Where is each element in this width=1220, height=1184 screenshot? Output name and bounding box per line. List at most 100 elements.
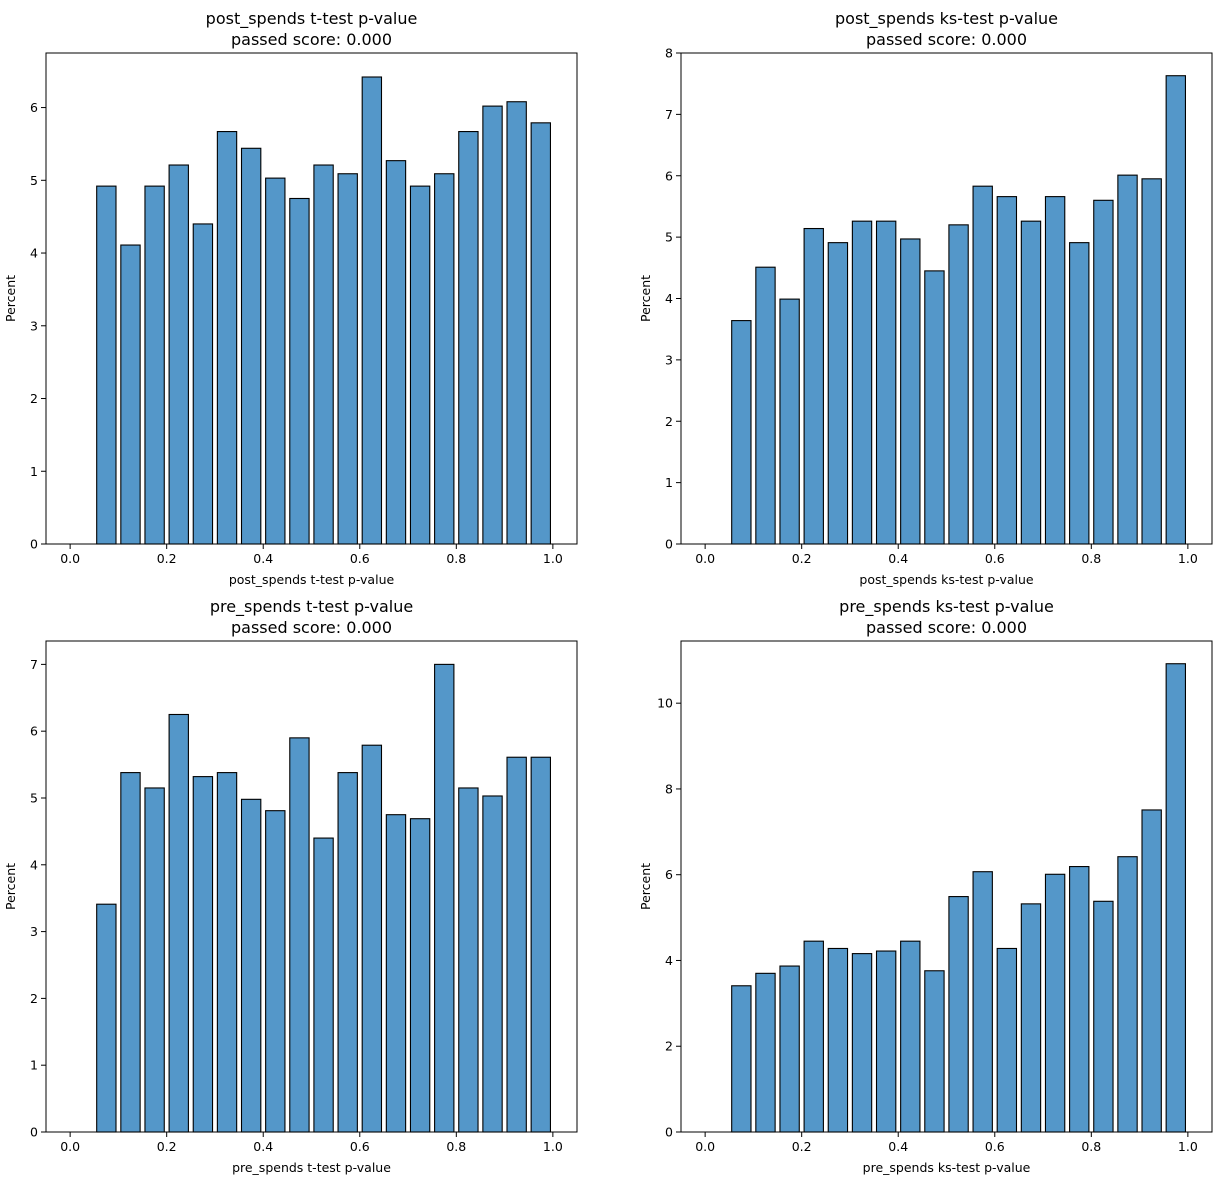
- y-tick-label: 7: [665, 107, 673, 122]
- bar: [851, 220, 873, 545]
- x-ticks: 0.0 0.2 0.4 0.6 0.8 1.0: [695, 544, 1198, 566]
- bar: [1117, 174, 1138, 545]
- x-tick-label: 0.2: [157, 1139, 177, 1154]
- chart-title: pre_spends t-test p-value: [210, 597, 413, 617]
- y-tick-label: 4: [30, 857, 38, 872]
- bar: [120, 244, 141, 545]
- x-tick-label: 0.6: [985, 551, 1005, 566]
- y-tick-label: 4: [665, 291, 673, 306]
- bar: [216, 131, 238, 545]
- x-tick-label: 0.0: [60, 1139, 80, 1154]
- y-axis-label: Percent: [638, 863, 653, 910]
- bar: [361, 76, 383, 545]
- x-tick-label: 0.0: [695, 551, 715, 566]
- bar: [924, 970, 945, 1133]
- x-ticks: 0.0 0.2 0.4 0.6 0.8 1.0: [60, 1132, 563, 1154]
- bar: [1165, 75, 1186, 545]
- x-axis-label: pre_spends ks-test p-value: [863, 1160, 1031, 1175]
- bar: [144, 185, 165, 545]
- x-tick-label: 0.8: [446, 551, 466, 566]
- bar: [337, 772, 358, 1133]
- y-ticks: 0 1 2 3 4 5 6: [30, 100, 46, 552]
- bar: [1044, 873, 1066, 1133]
- x-ticks: 0.0 0.2 0.4 0.6 0.8 1.0: [60, 544, 563, 566]
- bar: [875, 950, 897, 1133]
- bar: [996, 196, 1018, 545]
- bar: [289, 197, 310, 545]
- bar: [900, 940, 921, 1133]
- x-tick-label: 0.4: [888, 1139, 908, 1154]
- chart-title: pre_spends ks-test p-value: [839, 597, 1054, 617]
- x-tick-label: 1.0: [1178, 551, 1198, 566]
- bar: [803, 940, 824, 1133]
- y-tick-label: 8: [665, 46, 673, 61]
- bar: [96, 185, 117, 545]
- y-tick-label: 2: [665, 1039, 673, 1054]
- bar: [385, 814, 407, 1133]
- x-tick-label: 1.0: [1178, 1139, 1198, 1154]
- y-ticks: 0 2 4 6 8 10: [657, 696, 681, 1140]
- bar: [240, 147, 262, 545]
- bar: [755, 972, 776, 1133]
- bar: [361, 744, 383, 1133]
- bar: [731, 985, 752, 1133]
- bar: [313, 164, 334, 545]
- y-tick-label: 7: [30, 657, 38, 672]
- bar: [1044, 196, 1066, 545]
- y-tick-label: 3: [30, 318, 38, 333]
- bar: [409, 818, 431, 1133]
- axes-frame: [45, 640, 578, 1133]
- y-tick-label: 1: [30, 1058, 38, 1073]
- bar: [779, 298, 800, 545]
- y-tick-label: 6: [30, 100, 38, 115]
- bar: [948, 224, 969, 545]
- bar: [803, 227, 824, 545]
- bar: [948, 896, 969, 1133]
- chart-panel-3: 0.0 0.2 0.4 0.6 0.8 1.0 0 1 2 3 4 5 6 7 pre_spends t-t…: [3, 597, 578, 1175]
- bar: [506, 756, 527, 1133]
- x-tick-label: 0.0: [60, 551, 80, 566]
- y-tick-label: 1: [665, 475, 673, 490]
- y-tick-label: 2: [30, 391, 38, 406]
- bar: [972, 871, 993, 1133]
- bars: [96, 76, 552, 545]
- bar: [409, 185, 431, 545]
- chart-panel-2: 0.0 0.2 0.4 0.6 0.8 1.0 0 1 2 3 4 5 6 7 8 post_spends k…: [638, 9, 1213, 587]
- bar: [434, 663, 455, 1133]
- bar: [755, 266, 776, 545]
- bar: [1141, 178, 1162, 545]
- y-axis-label: Percent: [3, 275, 18, 322]
- bar: [120, 772, 141, 1133]
- chart-panel-1: 0.0 0.2 0.4 0.6 0.8 1.0 0 1 2 3 4 5 6 post_spends t-t…: [3, 9, 578, 587]
- bar: [289, 737, 310, 1133]
- y-tick-label: 1: [30, 464, 38, 479]
- bar: [1117, 856, 1138, 1133]
- bar: [779, 965, 800, 1133]
- chart-subtitle: passed score: 0.000: [231, 30, 392, 49]
- bars: [731, 663, 1186, 1133]
- bar: [827, 242, 849, 545]
- bar: [972, 185, 993, 545]
- y-tick-label: 6: [665, 867, 673, 882]
- y-tick-label: 0: [665, 1125, 673, 1140]
- x-tick-label: 0.2: [792, 551, 812, 566]
- bar: [265, 810, 286, 1133]
- y-tick-label: 2: [30, 991, 38, 1006]
- chart-subtitle: passed score: 0.000: [866, 618, 1027, 637]
- bar: [265, 177, 286, 545]
- bar: [506, 101, 527, 545]
- y-tick-label: 3: [30, 924, 38, 939]
- chart-panel-4: 0.0 0.2 0.4 0.6 0.8 1.0 0 2 4 6 8 10 pre_spends ks-t…: [638, 597, 1213, 1175]
- bar: [924, 270, 945, 545]
- bar: [216, 772, 238, 1133]
- axes-frame: [45, 52, 578, 545]
- bar: [313, 837, 334, 1133]
- bar: [168, 713, 189, 1133]
- x-tick-label: 0.8: [1081, 551, 1101, 566]
- y-tick-label: 5: [30, 173, 38, 188]
- bar: [96, 903, 117, 1133]
- bar: [1020, 220, 1042, 545]
- y-tick-label: 6: [30, 724, 38, 739]
- y-tick-label: 8: [665, 781, 673, 796]
